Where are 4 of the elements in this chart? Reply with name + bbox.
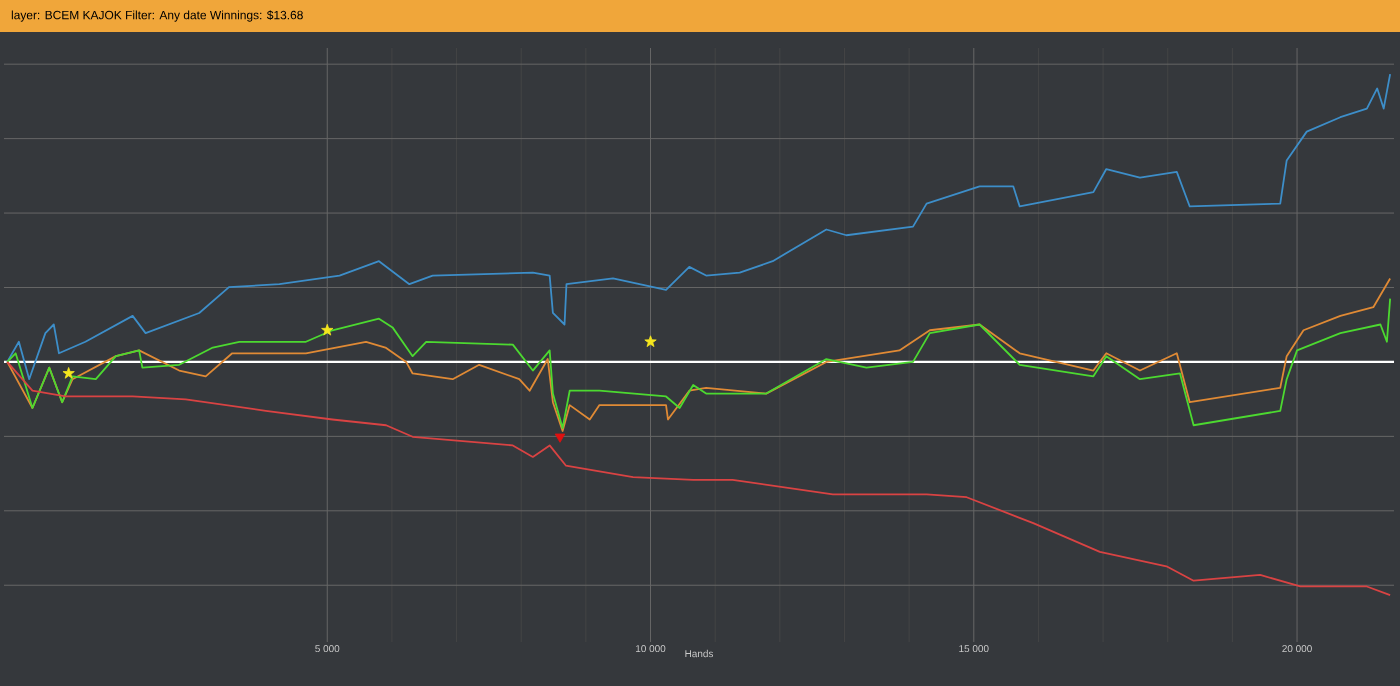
point xyxy=(321,323,334,336)
point xyxy=(554,433,566,443)
point xyxy=(62,367,75,379)
point xyxy=(644,335,657,348)
